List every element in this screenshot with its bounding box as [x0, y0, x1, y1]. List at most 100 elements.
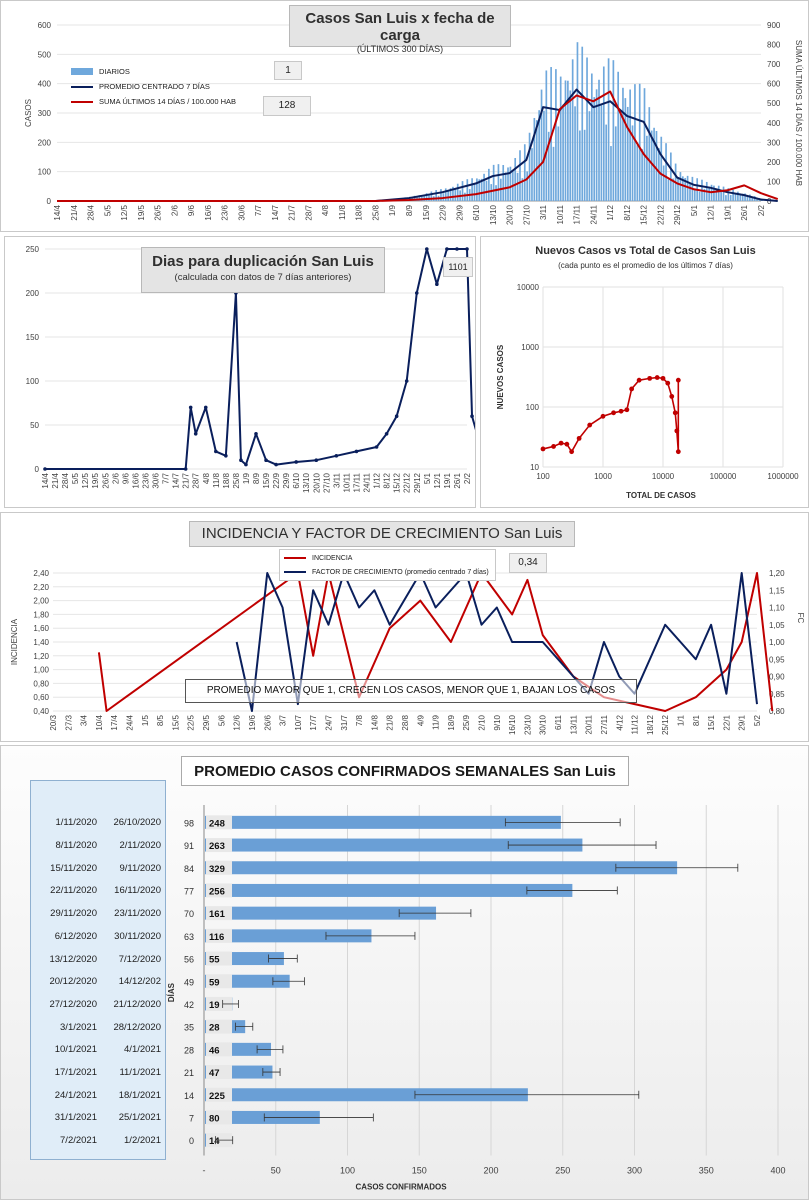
daily-bar: [425, 193, 428, 201]
legend-swatch-diarios: [71, 68, 93, 75]
data-point: [43, 467, 47, 471]
daily-bar: [473, 184, 476, 201]
x-tick-label: 2/6: [170, 204, 179, 216]
x-tick-label: 14/4: [41, 472, 50, 488]
daily-bar: [497, 164, 500, 201]
x-tick-label: 11/8: [212, 472, 221, 488]
daily-bar: [557, 126, 560, 201]
daily-bar: [677, 178, 679, 201]
daily-bar: [595, 89, 598, 201]
legend-swatch-suma: [71, 100, 93, 103]
cases-title-box: Casos San Luis x fecha de carga (ÚLTIMOS…: [289, 5, 511, 54]
daily-bar: [737, 191, 739, 201]
x-tick-label: 1/12: [373, 472, 382, 488]
weekly-bar: [205, 838, 583, 852]
cases-rate-box: 128: [263, 96, 311, 116]
daily-bar: [665, 143, 667, 201]
legend-label-diarios: DIARIOS: [99, 67, 130, 76]
dias-tick-label: 56: [184, 955, 194, 965]
x-tick-label: 8/12: [383, 472, 392, 488]
x-tick-label: 400: [770, 1166, 785, 1176]
daily-bar: [583, 129, 586, 201]
x-tick-label: 19/1: [443, 472, 452, 488]
x-tick-label: 28/7: [192, 472, 201, 488]
daily-bar: [689, 183, 691, 201]
x-tick-label: 22/12: [656, 204, 665, 225]
x-tick-label: 28/4: [87, 204, 96, 220]
daily-bar: [478, 179, 481, 201]
x-tick-label: 21/4: [51, 472, 60, 488]
daily-bar: [641, 149, 643, 201]
weekly-date-table: 1/11/2020 26/10/2020 8/11/2020 2/11/2020 15/…: [30, 780, 166, 1160]
dias-tick-label: 42: [184, 1000, 194, 1010]
x-tick-label: 1000000: [767, 472, 799, 481]
x-tick-label: 19/5: [137, 204, 146, 220]
daily-bar: [629, 89, 631, 201]
bar-value-label: 28: [209, 1023, 220, 1034]
x-tick-label: 1/5: [141, 714, 150, 726]
x-tick-label: 14/7: [172, 472, 181, 488]
x-tick-label: 100: [536, 472, 550, 481]
week-end-date: 20/12/2020: [49, 976, 97, 988]
weekly-bar: [205, 1110, 320, 1124]
data-point: [558, 440, 564, 446]
daily-bar: [602, 66, 605, 202]
dias-tick-label: 77: [184, 886, 194, 896]
bar-value-label: 225: [209, 1091, 226, 1102]
y-tick-label: 10: [530, 463, 539, 472]
weekly-bar: [205, 815, 561, 829]
y2-tick-label: 0,80: [769, 707, 785, 716]
x-tick-label: 17/7: [309, 714, 318, 730]
x-tick-label: 26/5: [101, 472, 110, 488]
daily-bar: [749, 194, 751, 201]
daily-bar: [461, 181, 464, 201]
week-end-date: 29/11/2020: [50, 908, 97, 920]
weekly-title: PROMEDIO CASOS CONFIRMADOS SEMANALES San…: [194, 763, 616, 780]
week-start-date: 26/10/2020: [113, 817, 161, 829]
legend-label-incidencia: INCIDENCIA: [312, 554, 353, 562]
dias-tick-label: 28: [184, 1045, 194, 1055]
daily-bar: [564, 80, 567, 201]
data-point: [264, 458, 268, 462]
daily-bar: [756, 199, 758, 201]
daily-bar: [746, 195, 749, 201]
bar-value-label: 46: [209, 1045, 220, 1056]
y-tick-label: 0,80: [33, 679, 49, 688]
y-tick-label: 400: [38, 80, 52, 89]
x-tick-label: 100000: [710, 472, 737, 481]
legend-label-promedio: PROMEDIO CENTRADO 7 DÍAS: [99, 82, 210, 91]
data-point: [274, 462, 278, 467]
dias-tick-label: 0: [189, 1136, 194, 1146]
bar-label-bg: [206, 906, 232, 921]
daily-bar: [476, 178, 478, 201]
daily-bar: [610, 146, 612, 201]
data-point: [636, 377, 642, 383]
daily-bar: [741, 193, 744, 201]
daily-bar: [435, 190, 438, 201]
data-point: [624, 407, 630, 413]
trajectory-xlabel: TOTAL DE CASOS: [626, 491, 696, 500]
x-tick-label: 250: [555, 1166, 570, 1176]
x-tick-label: 13/10: [302, 472, 311, 493]
x-tick-label: 12/6: [233, 714, 242, 730]
incidence-chart: 0,40 0,60 0,80 1,00 1,20 1,40 1,60 1,80 2,00 2,20…: [10, 569, 805, 735]
daily-bar: [447, 190, 449, 201]
data-point: [314, 458, 319, 462]
daily-bar: [729, 195, 732, 201]
data-point: [354, 449, 359, 454]
daily-bar: [444, 188, 447, 201]
y2-tick-label: 900: [767, 21, 781, 30]
x-tick-label: 20/10: [312, 472, 321, 493]
trajectory-chart: 100 1000 10000 100000 100000010100100010000N…: [496, 283, 799, 481]
daily-bar: [516, 172, 519, 201]
x-tick-label: 6/11: [554, 714, 563, 730]
weekly-bar: [205, 883, 573, 897]
data-point: [540, 446, 546, 452]
cases-subtitle: (ÚLTIMOS 300 DÍAS): [356, 44, 444, 54]
daily-bar: [658, 148, 660, 201]
daily-bar: [562, 104, 564, 201]
trajectory-subtitle: (cada punto es el promedio de los último…: [558, 261, 733, 270]
x-tick-label: 8/1: [692, 714, 701, 726]
y-tick-label: 200: [38, 138, 52, 147]
data-point: [384, 432, 389, 436]
